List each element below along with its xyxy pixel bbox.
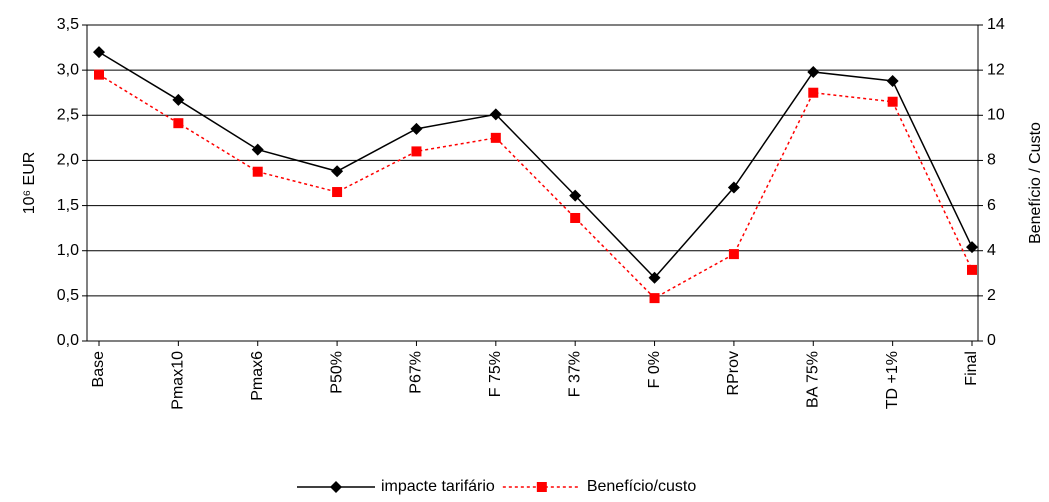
y-tick-label: 3,5 — [57, 16, 79, 33]
marker — [332, 187, 343, 198]
y-tick-label: 1,5 — [57, 197, 79, 214]
marker — [808, 87, 819, 98]
y-tick-label: 0,0 — [57, 332, 79, 349]
marker — [251, 143, 264, 156]
marker — [331, 165, 344, 178]
y-tick-label: 2,0 — [57, 152, 79, 169]
marker — [570, 212, 581, 223]
y2-tick-label: 14 — [987, 16, 1005, 33]
x-tick-label: P67% — [408, 351, 425, 394]
y-tick-label: 3,0 — [57, 61, 79, 78]
y-tick-label: 2,5 — [57, 107, 79, 124]
marker — [489, 108, 502, 121]
marker — [727, 181, 740, 194]
x-tick-label: P50% — [328, 351, 345, 394]
marker — [94, 69, 104, 80]
x-tick-label: Pmax10 — [170, 351, 187, 410]
marker — [887, 96, 898, 107]
marker — [93, 46, 105, 59]
y2-tick-label: 8 — [987, 152, 996, 169]
y-tick-label: 1,0 — [57, 242, 79, 259]
marker — [648, 271, 661, 284]
x-tick-label: Final — [963, 351, 980, 386]
legend-label: impacte tarifário — [381, 478, 495, 495]
y-axis-label: 10⁶ EUR — [21, 152, 38, 215]
x-tick-label: TD +1% — [884, 351, 901, 409]
x-tick-label: RProv — [725, 351, 742, 395]
x-tick-label: F 0% — [646, 351, 663, 388]
x-tick-label: Base — [90, 351, 107, 388]
y2-tick-label: 2 — [987, 287, 996, 304]
y2-tick-label: 4 — [987, 242, 996, 259]
x-tick-label: F 37% — [566, 351, 583, 397]
marker — [886, 74, 899, 87]
legend-marker — [536, 482, 547, 492]
y2-tick-label: 0 — [987, 332, 996, 349]
marker — [966, 241, 978, 254]
marker — [728, 249, 739, 260]
marker — [172, 93, 185, 106]
marker — [569, 189, 582, 202]
y2-tick-label: 6 — [987, 197, 996, 214]
legend-marker — [330, 481, 342, 493]
marker — [411, 146, 422, 157]
marker — [967, 264, 977, 275]
x-tick-label: F 75% — [487, 351, 504, 397]
marker — [410, 122, 423, 135]
marker — [807, 65, 820, 78]
y-tick-label: 0,5 — [57, 287, 79, 304]
y2-axis-label: Benefício / Custo — [1027, 122, 1044, 244]
marker — [252, 166, 263, 177]
y2-tick-label: 10 — [987, 107, 1005, 124]
marker — [490, 132, 501, 143]
series-line — [98, 74, 973, 300]
marker — [173, 118, 184, 129]
marker — [649, 293, 660, 304]
series-line — [98, 51, 973, 279]
y2-tick-label: 12 — [987, 61, 1005, 78]
x-tick-label: Pmax6 — [249, 351, 266, 401]
x-tick-label: BA 75% — [804, 351, 821, 408]
legend-label: Benefício/custo — [587, 478, 697, 495]
